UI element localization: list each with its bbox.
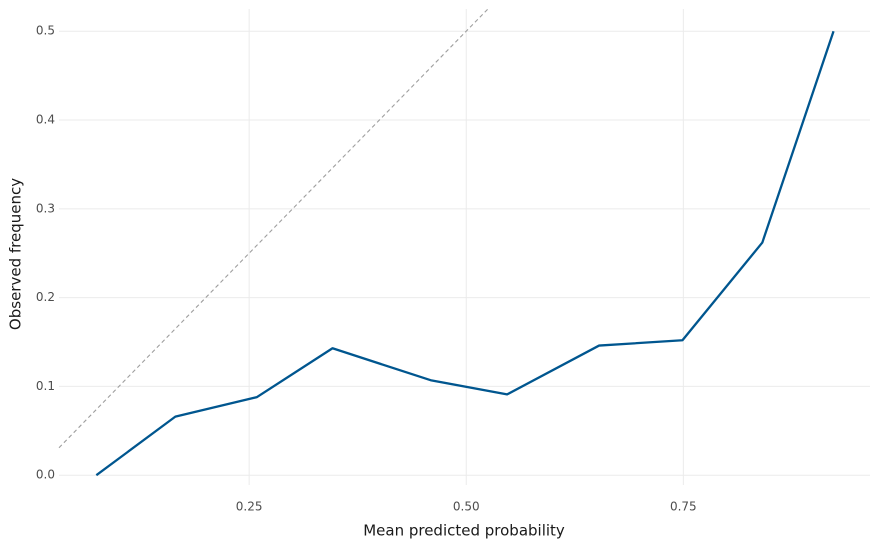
x-tick-label: 0.75 (670, 500, 697, 514)
reference-line (58, 8, 489, 449)
y-tick-label: 0.4 (36, 113, 55, 127)
y-tick-label: 0.2 (36, 290, 55, 304)
line (95, 30, 835, 477)
x-tick-label: 0.50 (453, 500, 480, 514)
y-tick-label: 0.5 (36, 24, 55, 38)
x-tick-label: 0.25 (236, 500, 263, 514)
x-axis-title: Mean predicted probability (363, 522, 565, 540)
y-tick-label: 0.1 (36, 379, 55, 393)
y-tick-label: 0.3 (36, 201, 55, 215)
y-tick-label: 0.0 (36, 468, 55, 482)
y-axis-title: Observed frequency (7, 178, 25, 330)
